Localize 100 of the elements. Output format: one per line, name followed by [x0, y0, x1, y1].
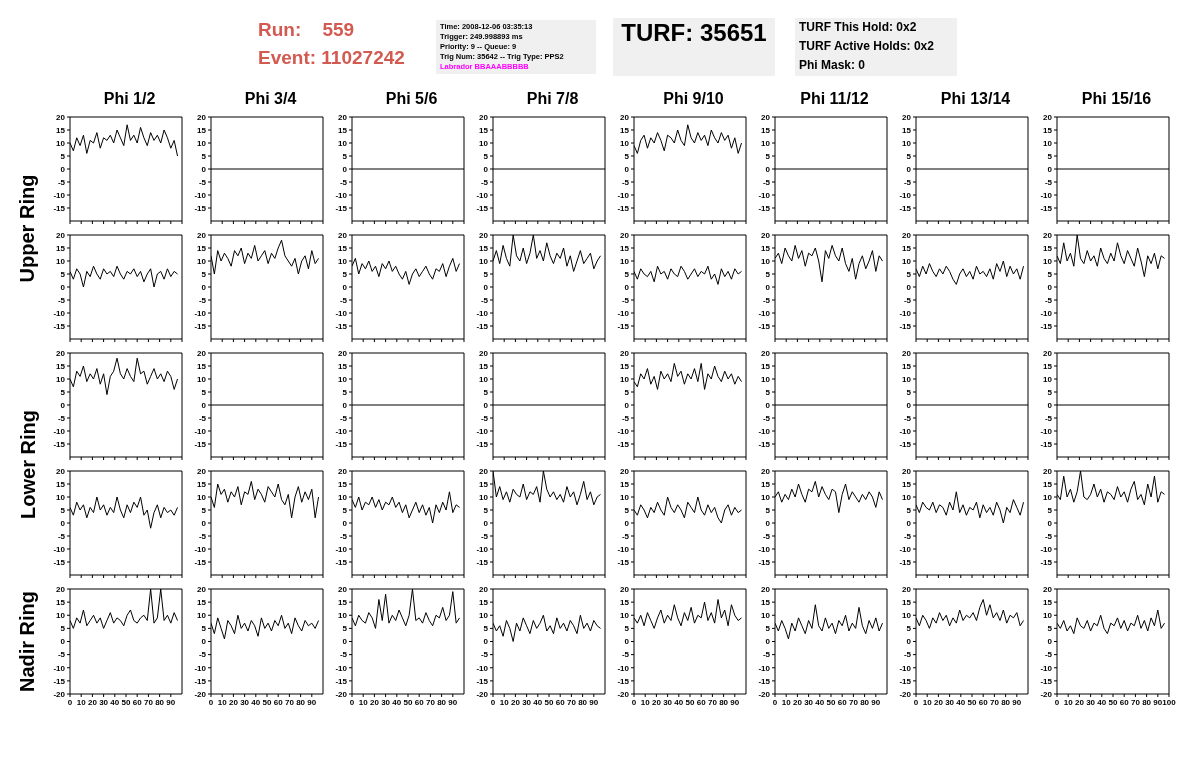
x-tick-label: 80: [437, 697, 447, 707]
y-tick-label: -10: [758, 544, 771, 554]
chart-title: Phi 7/8: [525, 89, 580, 109]
y-tick-label: 15: [620, 597, 630, 607]
y-tick-label: -10: [476, 308, 489, 318]
y-tick-label: 20: [479, 112, 489, 122]
y-tick-label: 5: [60, 151, 66, 161]
x-tick-label: 60: [555, 697, 566, 707]
x-tick-label: 60: [837, 697, 848, 707]
y-tick-label: -10: [53, 544, 66, 554]
y-tick-label: 15: [761, 361, 771, 371]
y-tick-label: 0: [624, 518, 630, 528]
x-tick-label: 40: [251, 697, 261, 707]
y-tick-label: -15: [53, 203, 66, 213]
y-tick-label: 10: [620, 611, 630, 621]
x-tick-label: 20: [651, 697, 662, 707]
x-tick-label: 90: [307, 697, 317, 707]
y-tick-label: -15: [617, 439, 630, 449]
y-tick-label: -10: [476, 544, 489, 554]
y-tick-label: 5: [1047, 505, 1053, 515]
y-tick-label: 5: [60, 505, 66, 515]
y-tick-label: 15: [761, 479, 771, 489]
text: Run: 559: [258, 18, 356, 42]
y-tick-label: 15: [338, 361, 348, 371]
y-tick-label: 5: [765, 624, 771, 634]
y-tick-label: -5: [57, 177, 66, 187]
y-tick-label: 5: [624, 505, 630, 515]
y-tick-label: -10: [194, 663, 207, 673]
y-tick-label: -15: [899, 557, 912, 567]
y-tick-label: 0: [765, 518, 771, 528]
y-tick-label: 20: [479, 466, 489, 476]
y-tick-label: 20: [56, 466, 66, 476]
y-tick-label: -20: [476, 689, 489, 699]
y-tick-label: -15: [476, 321, 489, 331]
y-tick-label: 0: [624, 282, 630, 292]
y-tick-label: -5: [903, 177, 912, 187]
y-tick-label: -20: [617, 689, 630, 699]
y-tick-label: 10: [479, 374, 489, 384]
x-tick-label: 30: [663, 697, 673, 707]
y-tick-label: 10: [1043, 492, 1053, 502]
y-tick-label: -5: [480, 413, 489, 423]
y-tick-label: 10: [1043, 138, 1053, 148]
y-tick-label: -5: [1044, 177, 1053, 187]
y-tick-label: 5: [201, 387, 207, 397]
y-tick-label: -5: [1044, 531, 1053, 541]
y-tick-label: 5: [483, 151, 489, 161]
y-tick-label: 0: [342, 637, 348, 647]
x-tick-label: 10: [1063, 697, 1074, 707]
y-tick-label: -5: [480, 295, 489, 305]
y-tick-label: -10: [194, 190, 207, 200]
y-tick-label: -5: [480, 531, 489, 541]
y-tick-label: -15: [1040, 676, 1053, 686]
y-tick-label: 15: [197, 479, 207, 489]
y-tick-label: 5: [342, 624, 348, 634]
y-tick-label: -5: [1044, 295, 1053, 305]
y-tick-label: -15: [194, 203, 207, 213]
y-tick-label: 5: [624, 387, 630, 397]
y-tick-label: -5: [762, 650, 771, 660]
x-tick-label: 70: [848, 697, 859, 707]
y-tick-label: 0: [906, 400, 912, 410]
y-tick-label: -20: [1040, 689, 1053, 699]
y-tick-label: 20: [197, 230, 207, 240]
y-tick-label: -15: [476, 676, 489, 686]
y-tick-label: 15: [620, 361, 630, 371]
text: TURF: 35651: [613, 18, 775, 76]
x-tick-label: 10: [499, 697, 510, 707]
y-tick-label: 20: [338, 584, 348, 594]
x-tick-label: 20: [369, 697, 380, 707]
y-tick-label: -10: [899, 190, 912, 200]
x-tick-label: 90: [166, 697, 176, 707]
y-tick-label: 10: [197, 256, 207, 266]
y-tick-label: 0: [483, 518, 489, 528]
y-tick-label: 0: [201, 282, 207, 292]
y-tick-label: 15: [197, 125, 207, 135]
y-tick-label: -15: [617, 676, 630, 686]
x-tick-label: 90: [871, 697, 881, 707]
x-tick-label: 30: [804, 697, 814, 707]
y-tick-label: 15: [902, 243, 912, 253]
x-tick-label: 50: [685, 697, 695, 707]
y-tick-label: 5: [201, 624, 207, 634]
chart-title: Phi 11/12: [799, 89, 870, 109]
y-tick-label: 20: [197, 112, 207, 122]
x-tick-label: 0: [208, 697, 214, 707]
y-tick-label: -15: [899, 676, 912, 686]
y-tick-label: 15: [56, 243, 66, 253]
y-tick-label: 20: [56, 348, 66, 358]
y-tick-label: 5: [765, 505, 771, 515]
y-tick-label: 0: [624, 400, 630, 410]
y-tick-label: -5: [903, 531, 912, 541]
chart-title: Phi 1/2: [102, 89, 157, 109]
x-tick-label: 20: [228, 697, 239, 707]
x-tick-label: 0: [349, 697, 355, 707]
y-tick-label: 15: [338, 125, 348, 135]
y-tick-label: 10: [56, 492, 66, 502]
y-tick-label: 0: [201, 164, 207, 174]
y-tick-label: -10: [1040, 544, 1053, 554]
y-tick-label: 0: [342, 518, 348, 528]
y-tick-label: -10: [335, 190, 348, 200]
y-tick-label: 15: [197, 361, 207, 371]
y-tick-label: 5: [906, 624, 912, 634]
